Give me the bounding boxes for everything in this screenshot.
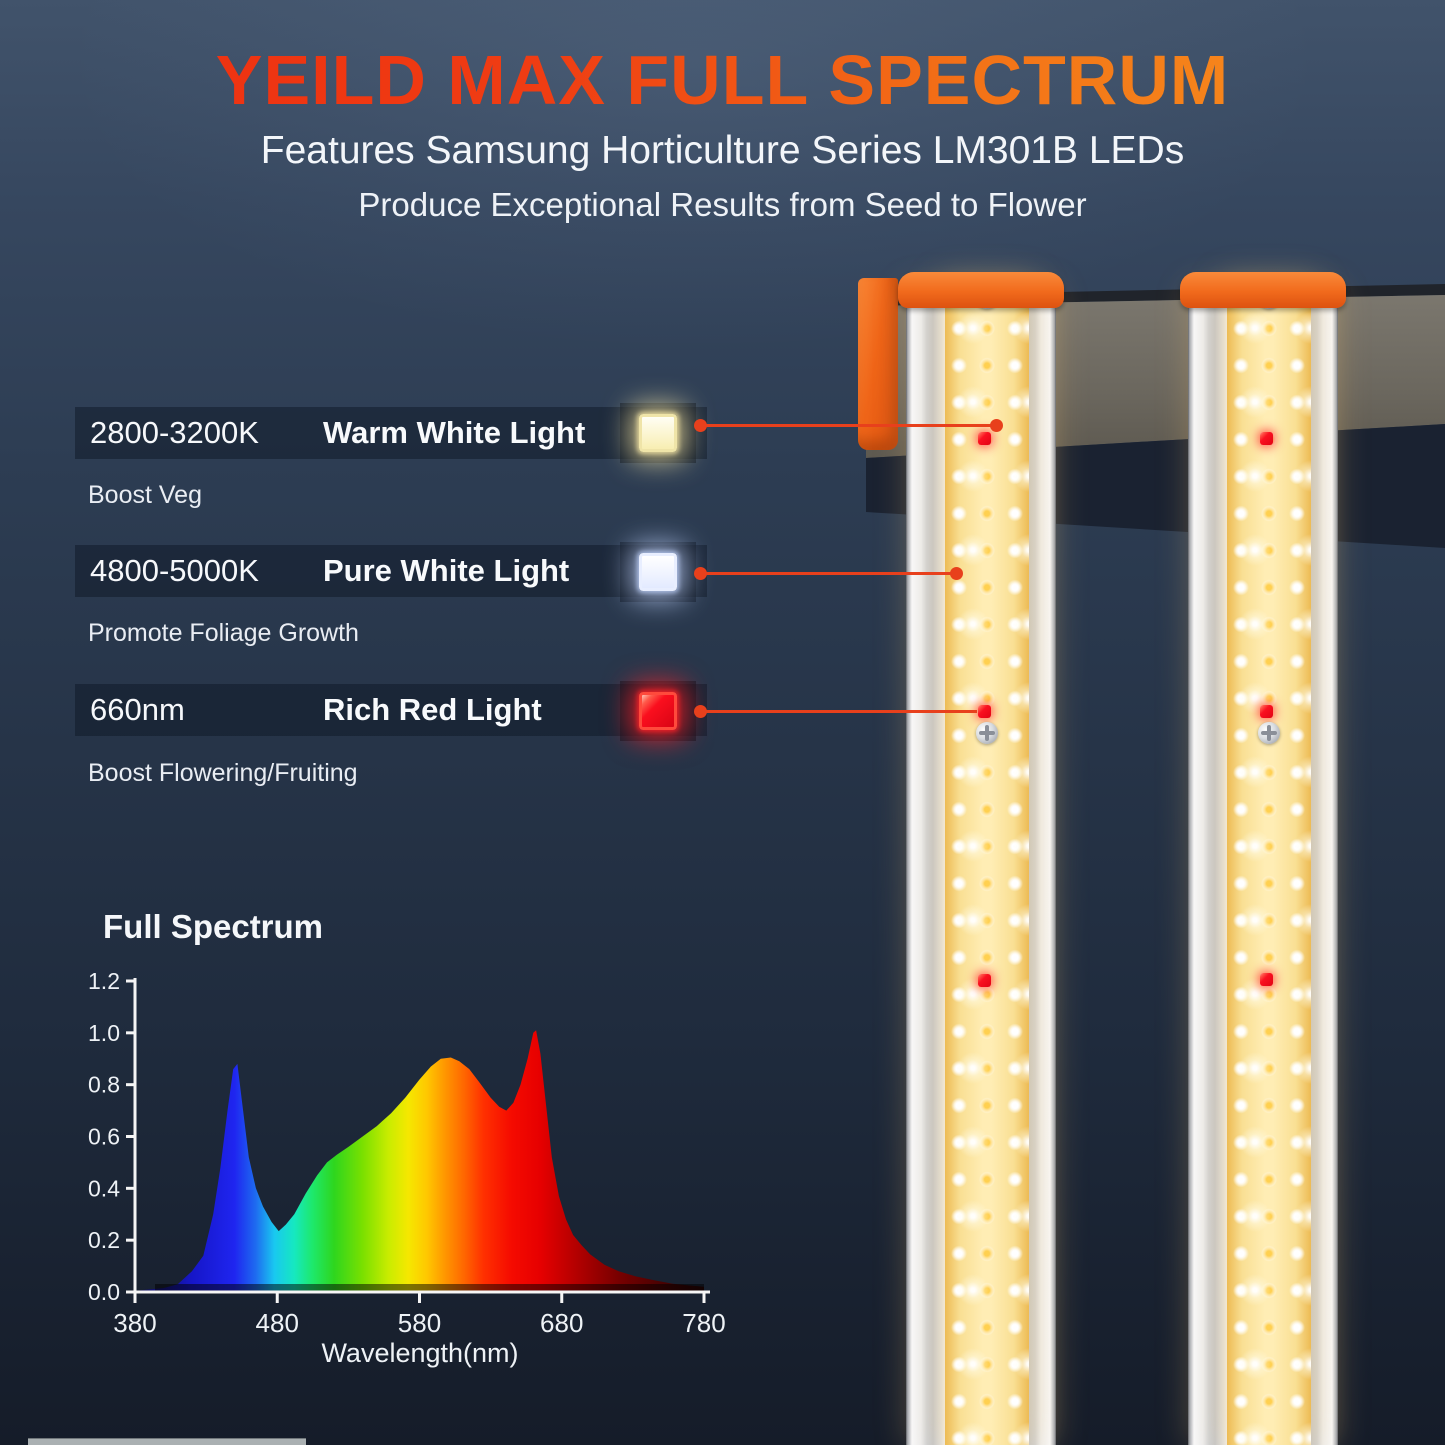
benefit-label: Boost Veg: [88, 481, 202, 509]
pure-white-led-chip-icon: [639, 553, 677, 591]
light-type-label: Pure White Light: [323, 553, 570, 588]
svg-text:0.2: 0.2: [88, 1227, 120, 1253]
light-type-label: Warm White Light: [323, 415, 586, 450]
svg-text:0.4: 0.4: [88, 1175, 120, 1201]
svg-text:780: 780: [682, 1308, 725, 1338]
chart-title: Full Spectrum: [103, 908, 324, 945]
svg-text:0.8: 0.8: [88, 1072, 120, 1098]
screw-icon: [1258, 722, 1280, 744]
red-diode-icon: [1260, 705, 1273, 718]
callout-line-pure-white: [694, 567, 963, 580]
spectrum-area: [135, 1030, 704, 1292]
cutoff-element-edge: [28, 1438, 306, 1445]
bar-end-cap-icon: [1180, 272, 1346, 308]
led-light-bar-2: [1180, 272, 1346, 1445]
feature-row-pure-white: 4800-5000K Pure White Light: [75, 545, 707, 597]
callout-line-warm-white: [694, 419, 1003, 432]
svg-text:0.6: 0.6: [88, 1124, 120, 1150]
svg-text:680: 680: [540, 1308, 583, 1338]
svg-text:1.0: 1.0: [88, 1020, 120, 1046]
subtitle-leds: Features Samsung Horticulture Series LM3…: [260, 129, 1185, 172]
svg-text:580: 580: [398, 1308, 441, 1338]
red-diode-icon: [1260, 973, 1273, 986]
spectrum-baseline-shadow: [155, 1284, 704, 1292]
bar-end-cap-icon: [898, 272, 1064, 308]
led-chip-box: [620, 542, 696, 602]
led-chip-box: [620, 403, 696, 463]
led-light-bar-1: [898, 272, 1064, 1445]
y-axis-ticks: 0.0 0.2 0.4 0.6 0.8 1.0 1.2: [88, 968, 135, 1305]
light-type-label: Rich Red Light: [323, 692, 542, 727]
red-diode-icon: [978, 432, 991, 445]
color-temp-value: 4800-5000K: [90, 553, 259, 588]
svg-text:480: 480: [256, 1308, 299, 1338]
red-diode-icon: [1260, 432, 1273, 445]
red-led-chip-icon: [639, 692, 677, 730]
red-diode-icon: [978, 705, 991, 718]
svg-text:1.2: 1.2: [88, 968, 120, 994]
benefit-label: Promote Foliage Growth: [88, 619, 359, 647]
svg-text:380: 380: [113, 1308, 156, 1338]
x-axis-ticks: 380 480 580 680 780: [113, 1292, 726, 1338]
svg-text:0.0: 0.0: [88, 1279, 120, 1305]
feature-row-rich-red: 660nm Rich Red Light: [75, 684, 707, 736]
led-strip: [1227, 286, 1311, 1445]
color-temp-value: 2800-3200K: [90, 415, 259, 450]
screw-icon: [976, 722, 998, 744]
spectrum-chart: 0.0 0.2 0.4 0.6 0.8 1.0 1.2 380 480 580 680 780 Wa…: [88, 968, 726, 1368]
red-diode-icon: [978, 974, 991, 987]
x-axis-title: Wavelength(nm): [321, 1338, 518, 1368]
page-title: YEILD MAX FULL SPECTRUM: [0, 40, 1445, 120]
feature-row-warm-white: 2800-3200K Warm White Light: [75, 407, 707, 459]
warm-white-led-chip-icon: [639, 414, 677, 452]
wavelength-value: 660nm: [90, 692, 185, 727]
benefit-label: Boost Flowering/Fruiting: [88, 759, 358, 787]
callout-line-rich-red: [694, 705, 977, 718]
subtitle-results: Produce Exceptional Results from Seed to…: [358, 186, 1087, 223]
led-strip: [945, 286, 1029, 1445]
led-chip-box: [620, 681, 696, 741]
